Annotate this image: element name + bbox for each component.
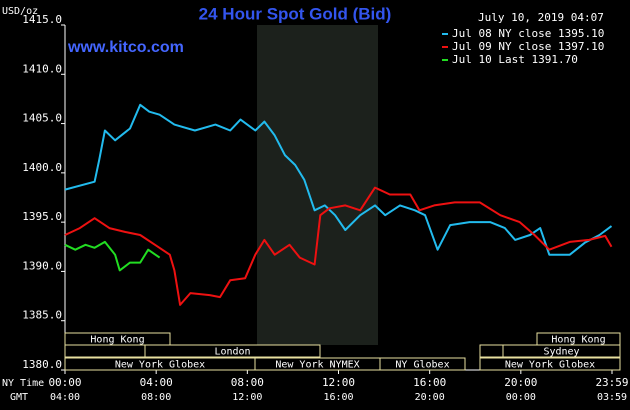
y-tick-label: 1385.0 <box>22 309 62 322</box>
session-box <box>502 344 621 358</box>
session-box <box>144 344 321 358</box>
y-tick-label: 1415.0 <box>22 13 62 26</box>
x-label: NY Time <box>2 378 44 389</box>
session-label: Hong Kong <box>90 335 144 346</box>
series-line <box>64 186 613 306</box>
y-tick-label: 1405.0 <box>22 112 62 125</box>
x-tick-label: 16:00 <box>413 376 446 389</box>
x-tick-label: 20:00 <box>504 376 537 389</box>
chart-title: 24 Hour Spot Gold (Bid) <box>199 4 392 23</box>
timestamp: July 10, 2019 04:07 <box>478 11 604 24</box>
x-tick-label: 12:00 <box>322 376 355 389</box>
y-tick-label: 1395.0 <box>22 210 62 223</box>
website: www.kitco.com <box>67 39 184 56</box>
gmt-tick-label: 20:00 <box>415 392 445 403</box>
legend-label: Jul 10 Last 1391.70 <box>452 53 578 66</box>
y-tick-label: 1390.0 <box>22 259 62 272</box>
session-label: New York NYMEX <box>275 360 359 371</box>
session-box <box>64 332 171 346</box>
x-tick-label: 23:59 <box>595 376 628 389</box>
gmt-tick-label: 12:00 <box>232 392 262 403</box>
unit-label: USD/oz <box>2 6 38 17</box>
session-label: London <box>214 347 250 358</box>
y-tick-label: 1400.0 <box>22 161 62 174</box>
gmt-tick-label: 08:00 <box>141 392 171 403</box>
session-box <box>479 344 504 358</box>
gmt-tick-label: 16:00 <box>323 392 353 403</box>
gmt-tick-label: 04:00 <box>50 392 80 403</box>
x2-label: GMT <box>10 392 28 403</box>
session-label: Sydney <box>543 347 579 358</box>
series-line <box>64 240 161 272</box>
gmt-tick-label: 00:00 <box>506 392 536 403</box>
series-line <box>64 103 613 256</box>
y-tick-label: 1410.0 <box>22 62 62 75</box>
session-box <box>379 357 466 371</box>
x-tick-label: 00:00 <box>48 376 81 389</box>
session-label: New York Globex <box>505 360 595 371</box>
x-tick-label: 08:00 <box>231 376 264 389</box>
session-box <box>479 357 621 371</box>
y-tick-label: 1380.0 <box>22 358 62 371</box>
session-label: New York Globex <box>115 360 205 371</box>
session-label: Hong Kong <box>551 335 605 346</box>
ny-session-shade <box>257 25 378 345</box>
gmt-tick-label: 03:59 <box>597 392 627 403</box>
legend-label: Jul 09 NY close 1397.10 <box>452 40 604 53</box>
legend-label: Jul 08 NY close 1395.10 <box>452 27 604 40</box>
session-box <box>64 344 146 358</box>
x-tick-label: 04:00 <box>140 376 173 389</box>
session-label: NY Globex <box>395 360 449 371</box>
